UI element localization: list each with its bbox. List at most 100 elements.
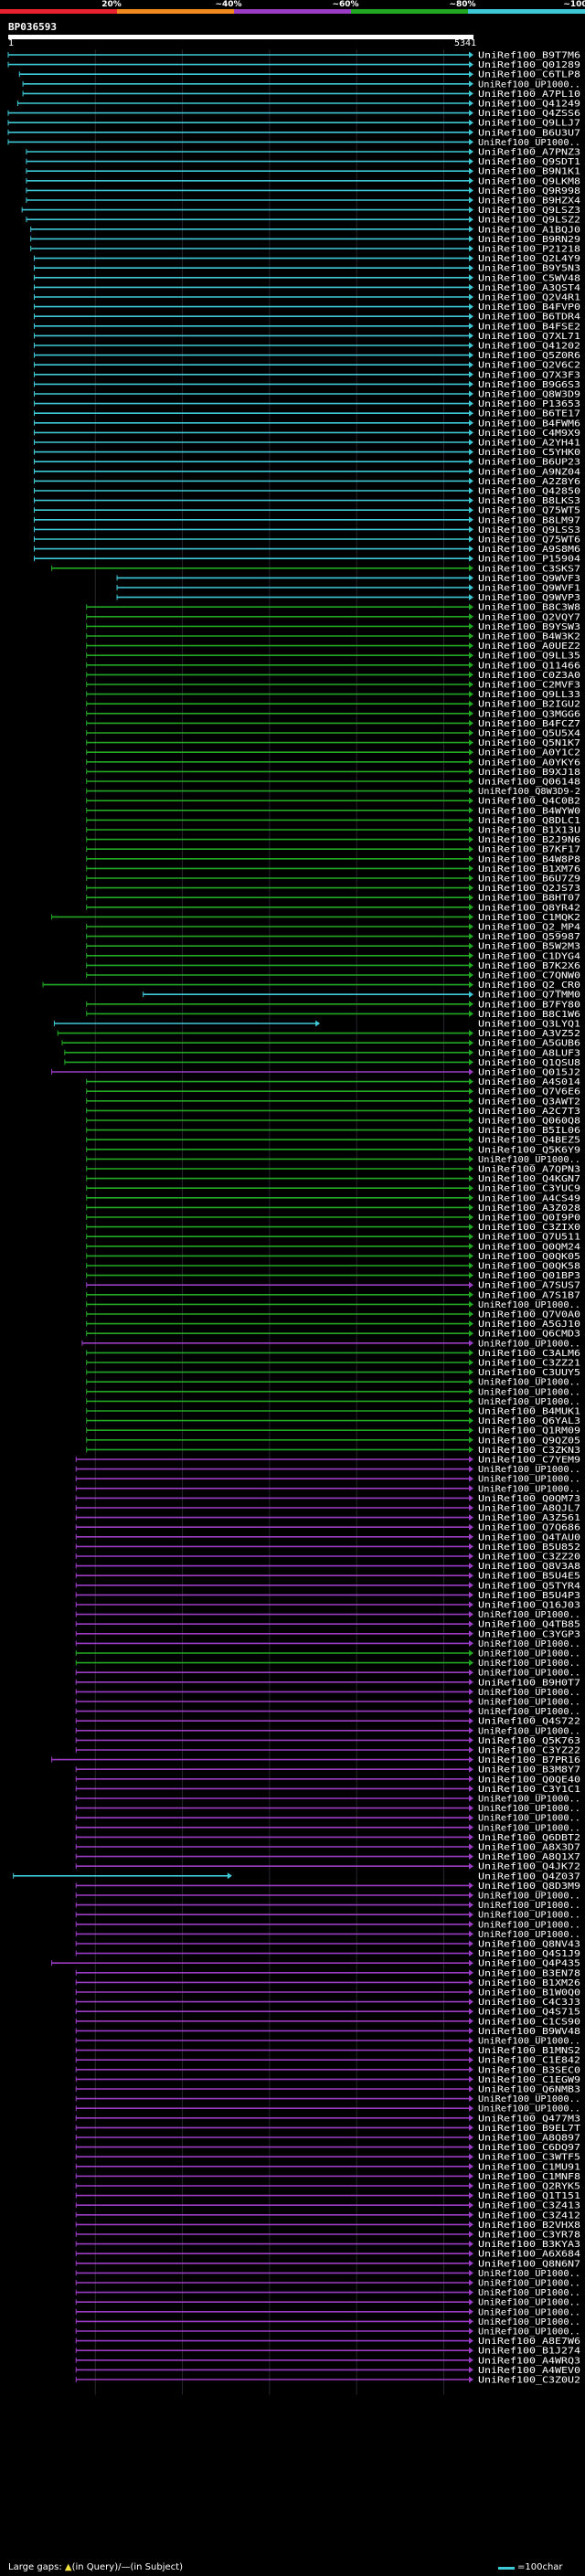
hit-label[interactable]: UniRef100_Q9WVF3 xyxy=(478,574,580,584)
hit-label[interactable]: UniRef100_UP1000.. xyxy=(478,2104,580,2115)
hit-label[interactable]: UniRef100_Q4TAU0 xyxy=(478,1532,580,1542)
hit-label[interactable]: UniRef100_C3UUY5 xyxy=(478,1368,580,1378)
hit-label[interactable]: UniRef100_Q6NMB3 xyxy=(478,2085,580,2095)
hit-label[interactable]: UniRef100_Q8W3D9-2 xyxy=(478,787,580,797)
hit-label[interactable]: UniRef100_C3Z0U2 xyxy=(478,2376,580,2386)
hit-label[interactable]: UniRef100_A8QJL7 xyxy=(478,1504,580,1514)
hit-label[interactable]: UniRef100_B4W3K2 xyxy=(478,632,580,642)
hit-label[interactable]: UniRef100_A8E7W6 xyxy=(478,2337,580,2347)
hit-label[interactable]: UniRef100_A8Q897 xyxy=(478,2134,580,2144)
hit-label[interactable]: UniRef100_A8Q1X7 xyxy=(478,1852,580,1862)
hit-label[interactable]: UniRef100_Q7V0A0 xyxy=(478,1310,580,1320)
hit-label[interactable]: UniRef100_B3SEC0 xyxy=(478,2065,580,2075)
hit-label[interactable]: UniRef100_A8X3D7 xyxy=(478,1843,580,1853)
hit-label[interactable]: UniRef100_Q015J2 xyxy=(478,1068,580,1078)
hit-label[interactable]: UniRef100_C3SKS7 xyxy=(478,564,580,574)
hit-label[interactable]: UniRef100_A3QST4 xyxy=(478,283,580,293)
hit-label[interactable]: UniRef100_Q477M3 xyxy=(478,2114,580,2124)
hit-label[interactable]: UniRef100_Q1RM09 xyxy=(478,1426,580,1436)
hit-label[interactable]: UniRef100_B9HZX4 xyxy=(478,196,580,207)
hit-label[interactable]: UniRef100_Q0QE40 xyxy=(478,1775,580,1785)
hit-label[interactable]: UniRef100_UP1000.. xyxy=(478,2279,580,2289)
hit-label[interactable]: UniRef100_A4S014 xyxy=(478,1077,580,1087)
hit-label[interactable]: UniRef100_Q75WT6 xyxy=(478,535,580,546)
hit-label[interactable]: UniRef100_Q9R998 xyxy=(478,186,580,196)
hit-label[interactable]: UniRef100_A3Z028 xyxy=(478,1203,580,1214)
hit-label[interactable]: UniRef100_B8C1W6 xyxy=(478,1010,580,1020)
hit-label[interactable]: UniRef100_C3ZZ21 xyxy=(478,1359,580,1369)
hit-label[interactable]: UniRef100_Q8NV43 xyxy=(478,1940,580,1950)
hit-label[interactable]: UniRef100_Q9LKM8 xyxy=(478,176,580,186)
hit-label[interactable]: UniRef100_C1MNF8 xyxy=(478,2172,580,2182)
hit-label[interactable]: UniRef100_Q4S1J9 xyxy=(478,1949,580,1959)
hit-label[interactable]: UniRef100_C1MU91 xyxy=(478,2162,580,2172)
hit-label[interactable]: UniRef100_B2J9N6 xyxy=(478,835,580,845)
hit-label[interactable]: UniRef100_B1X13U xyxy=(478,826,580,836)
hit-label[interactable]: UniRef100_B5IL06 xyxy=(478,1126,580,1136)
hit-label[interactable]: UniRef100_Q5K763 xyxy=(478,1736,580,1746)
hit-label[interactable]: UniRef100_B4FSE2 xyxy=(478,322,580,332)
hit-label[interactable]: UniRef100_A9S8M6 xyxy=(478,545,580,555)
hit-label[interactable]: UniRef100_B6TE17 xyxy=(478,409,580,419)
hit-label[interactable]: UniRef100_C3ZIX0 xyxy=(478,1223,580,1233)
hit-label[interactable]: UniRef100_Q9LSZ3 xyxy=(478,206,580,216)
hit-label[interactable]: UniRef100_A2C7T3 xyxy=(478,1107,580,1117)
hit-label[interactable]: UniRef100_C3ZZ20 xyxy=(478,1553,580,1563)
hit-label[interactable]: UniRef100_C7QNW0 xyxy=(478,971,580,981)
hit-label[interactable]: UniRef100_Q8D3M9 xyxy=(478,1882,580,1892)
hit-label[interactable]: UniRef100_UP1000.. xyxy=(478,80,580,90)
hit-label[interactable]: UniRef100_P15904 xyxy=(478,555,580,565)
hit-label[interactable]: UniRef100_UP1000.. xyxy=(478,2094,580,2104)
hit-label[interactable]: UniRef100_C5YHK0 xyxy=(478,448,580,458)
hit-label[interactable]: UniRef100_A4WEV0 xyxy=(478,2366,580,2376)
hit-label[interactable]: UniRef100_Q5K6Y9 xyxy=(478,1145,580,1155)
hit-label[interactable]: UniRef100_UP1000.. xyxy=(478,1155,580,1165)
hit-label[interactable]: UniRef100_A2Z8Y6 xyxy=(478,477,580,487)
hit-label[interactable]: UniRef100_Q4KGN7 xyxy=(478,1174,580,1184)
hit-label[interactable]: UniRef100_C1E842 xyxy=(478,2056,580,2066)
hit-label[interactable]: UniRef100_Q9WVP3 xyxy=(478,593,580,603)
hit-label[interactable]: UniRef100_Q2L4Y9 xyxy=(478,254,580,264)
hit-label[interactable]: UniRef100_Q41249 xyxy=(478,100,580,110)
hit-label[interactable]: UniRef100_Q75WT5 xyxy=(478,506,580,516)
hit-label[interactable]: UniRef100_B6UP23 xyxy=(478,458,580,468)
hit-label[interactable]: UniRef100_Q2_CR0 xyxy=(478,981,580,991)
hit-label[interactable]: UniRef100_B8LKS3 xyxy=(478,496,580,506)
hit-label[interactable]: UniRef100_Q2_MP4 xyxy=(478,923,580,933)
hit-label[interactable]: UniRef100_UP1000.. xyxy=(478,1484,580,1494)
hit-label[interactable]: UniRef100_C3ALM6 xyxy=(478,1349,580,1359)
hit-label[interactable]: UniRef100_Q9LSZ2 xyxy=(478,216,580,226)
hit-label[interactable]: UniRef100_Q9LSS3 xyxy=(478,525,580,535)
hit-label[interactable]: UniRef100_C3YGP3 xyxy=(478,1629,580,1639)
hit-label[interactable]: UniRef100_Q4C0B2 xyxy=(478,797,580,807)
hit-label[interactable]: UniRef100_A7QPN3 xyxy=(478,1165,580,1175)
hit-label[interactable]: UniRef100_Q8YR42 xyxy=(478,903,580,913)
hit-label[interactable]: UniRef100_Q4TB85 xyxy=(478,1620,580,1630)
hit-label[interactable]: UniRef100_C6DQ97 xyxy=(478,2143,580,2153)
hit-label[interactable]: UniRef100_UP1000.. xyxy=(478,1707,580,1717)
hit-label[interactable]: UniRef100_Q7Q686 xyxy=(478,1523,580,1533)
hit-label[interactable]: UniRef100_UP1000.. xyxy=(478,1901,580,1911)
hit-label[interactable]: UniRef100_B7FY80 xyxy=(478,1000,580,1010)
hit-label[interactable]: UniRef100_Q6DBT2 xyxy=(478,1833,580,1843)
hit-label[interactable]: UniRef100_UP1000.. xyxy=(478,1688,580,1698)
hit-label[interactable]: UniRef100_Q5U5X4 xyxy=(478,729,580,739)
hit-label[interactable]: UniRef100_UP1000.. xyxy=(478,1397,580,1407)
hit-label[interactable]: UniRef100_B5U4P3 xyxy=(478,1591,580,1601)
hit-label[interactable]: UniRef100_Q41202 xyxy=(478,342,580,352)
hit-label[interactable]: UniRef100_A7PL10 xyxy=(478,90,580,100)
hit-label[interactable]: UniRef100_Q59987 xyxy=(478,932,580,942)
hit-label[interactable]: UniRef100_Q060Q8 xyxy=(478,1117,580,1127)
hit-label[interactable]: UniRef100_B9Y5N3 xyxy=(478,264,580,274)
hit-label[interactable]: UniRef100_Q42850 xyxy=(478,487,580,497)
hit-label[interactable]: UniRef100_B8LM97 xyxy=(478,515,580,525)
hit-label[interactable]: UniRef100_Q0QM24 xyxy=(478,1242,580,1252)
hit-label[interactable]: UniRef100_UP1000.. xyxy=(478,2298,580,2308)
hit-label[interactable]: UniRef100_UP1000.. xyxy=(478,1911,580,1921)
hit-label[interactable]: UniRef100_B9XJ18 xyxy=(478,768,580,778)
hit-label[interactable]: UniRef100_Q2VQY7 xyxy=(478,612,580,622)
hit-label[interactable]: UniRef100_B8C3W8 xyxy=(478,603,580,613)
hit-label[interactable]: UniRef100_Q1QSU8 xyxy=(478,1058,580,1068)
hit-label[interactable]: UniRef100_UP1000.. xyxy=(478,1823,580,1833)
hit-label[interactable]: UniRef100_C0Z3A0 xyxy=(478,671,580,681)
